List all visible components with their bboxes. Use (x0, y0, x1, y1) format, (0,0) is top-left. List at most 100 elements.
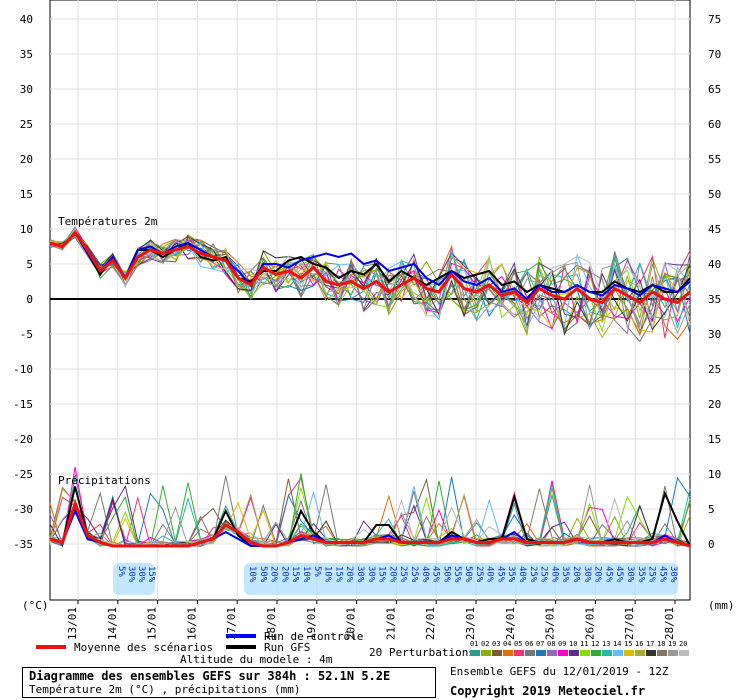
right-tick-label: 75 (708, 13, 721, 26)
perturbation-swatch (492, 650, 502, 656)
date-tick-label: 24/01 (504, 607, 517, 640)
snow-percent-label: 15% (290, 566, 300, 583)
perturbation-swatch (525, 650, 535, 656)
snow-percent-label: 35% (636, 566, 646, 583)
perturbation-swatch (635, 650, 645, 656)
perturbation-id-label: 08 (547, 640, 555, 648)
left-tick-label: 10 (20, 223, 33, 236)
perturbation-id-label: 18 (657, 640, 665, 648)
perturbation-swatch (657, 650, 667, 656)
date-tick-label: 20/01 (345, 607, 358, 640)
snow-percent-label: 10% (301, 566, 311, 583)
perturbation-id-label: 09 (558, 640, 566, 648)
right-tick-label: 35 (708, 293, 721, 306)
perturbation-swatch (668, 650, 678, 656)
date-tick-label: 14/01 (106, 607, 119, 640)
perturbation-id-label: 13 (602, 640, 610, 648)
perturbation-temp-line (49, 234, 691, 336)
snow-percent-label: 25% (539, 566, 549, 583)
snow-percent-label: 50% (463, 566, 473, 583)
date-tick-label: 19/01 (305, 607, 318, 640)
date-tick-label: 17/01 (225, 607, 238, 640)
snow-percent-label: 25% (474, 566, 484, 583)
perturbation-swatch (624, 650, 634, 656)
snow-percent-label: 20% (279, 566, 289, 583)
perturbation-id-label: 10 (569, 640, 577, 648)
snow-percent-label: 20% (593, 566, 603, 583)
snow-percent-label: 20% (387, 566, 397, 583)
left-tick-label: -10 (13, 363, 33, 376)
left-tick-label: 0 (26, 293, 33, 306)
perturbation-id-label: 11 (580, 640, 588, 648)
right-tick-label: 5 (708, 503, 715, 516)
perturbation-swatch (558, 650, 568, 656)
date-tick-label: 13/01 (66, 607, 79, 640)
snow-percent-label: 15% (146, 566, 156, 583)
title-box: Diagramme des ensembles GEFS sur 384h : … (22, 667, 436, 698)
perturbation-swatch (481, 650, 491, 656)
perturbation-id-label: 14 (613, 640, 621, 648)
snow-percent-label: 30% (126, 566, 136, 583)
snow-percent-label: 30% (625, 566, 635, 583)
snow-percent-label: 10% (323, 566, 333, 583)
right-tick-label: 40 (708, 258, 721, 271)
left-tick-label: 25 (20, 118, 33, 131)
snow-percent-label: 45% (431, 566, 441, 583)
perturbation-swatch (547, 650, 557, 656)
perturbation-id-label: 17 (646, 640, 654, 648)
perturbation-id-label: 01 (470, 640, 478, 648)
right-tick-label: 70 (708, 48, 721, 61)
left-tick-label: 15 (20, 188, 33, 201)
snow-percent-label: 40% (517, 566, 527, 583)
copyright: Copyright 2019 Meteociel.fr (450, 684, 646, 698)
perturbation-swatch (470, 650, 480, 656)
perturbation-id-label: 12 (591, 640, 599, 648)
perturbation-id-label: 02 (481, 640, 489, 648)
perturbation-swatch (580, 650, 590, 656)
right-tick-label: 45 (708, 223, 721, 236)
perturbation-swatch (613, 650, 623, 656)
date-tick-label: 23/01 (464, 607, 477, 640)
date-axis: 13/01 14/01 15/01 16/01 17/01 18/01 19/01 20/01… (66, 600, 676, 640)
left-tick-label: 20 (20, 153, 33, 166)
snow-percent-label: 25% (409, 566, 419, 583)
right-tick-label: 15 (708, 433, 721, 446)
snow-percent-label: 30% (136, 566, 146, 583)
perturbation-id-label: 20 (679, 640, 687, 648)
date-tick-label: 25/01 (544, 607, 557, 640)
date-tick-label: 18/01 (265, 607, 278, 640)
perturbation-swatch (569, 650, 579, 656)
perturbation-id-label: 05 (514, 640, 522, 648)
snow-percent-label: 25% (398, 566, 408, 583)
snow-percent-label: 55% (452, 566, 462, 583)
right-tick-label: 25 (708, 363, 721, 376)
perturbation-swatch (679, 650, 689, 656)
mean-temp-line (49, 230, 691, 305)
snow-percent-label: 45% (657, 566, 667, 583)
snow-percent-layer: 5% 30% 30% 15% 10% 50% 20% 20% 15% 10% 5% 10% 15% 20%… (113, 563, 678, 595)
right-tick-label: 50 (708, 188, 721, 201)
snow-percent-label: 40% (549, 566, 559, 583)
legend-gfs-label: Run GFS (264, 641, 310, 654)
perturbation-swatch (646, 650, 656, 656)
perturbation-id-label: 19 (668, 640, 676, 648)
left-tick-label: 35 (20, 48, 33, 61)
legend-mean-label: Moyenne des scénarios (74, 641, 213, 654)
perturbation-id-label: 16 (635, 640, 643, 648)
snow-percent-label: 10% (247, 566, 257, 583)
perturbation-swatch (591, 650, 601, 656)
perturbation-swatch (536, 650, 546, 656)
perturbation-temp-line (49, 234, 691, 333)
right-tick-label: 0 (708, 538, 715, 551)
date-tick-label: 16/01 (185, 607, 198, 640)
perturbation-id-label: 03 (492, 640, 500, 648)
chart-title: Diagramme des ensembles GEFS sur 384h : … (29, 669, 391, 683)
snow-percent-label: 15% (377, 566, 387, 583)
snow-percent-label: 20% (571, 566, 581, 583)
chart-subtitle: Température 2m (°C) , précipitations (mm… (29, 683, 301, 696)
snow-percent-label: 50% (441, 566, 451, 583)
snow-percent-label: 45% (495, 566, 505, 583)
snow-percent-label: 35% (506, 566, 516, 583)
snow-strip (244, 563, 678, 595)
